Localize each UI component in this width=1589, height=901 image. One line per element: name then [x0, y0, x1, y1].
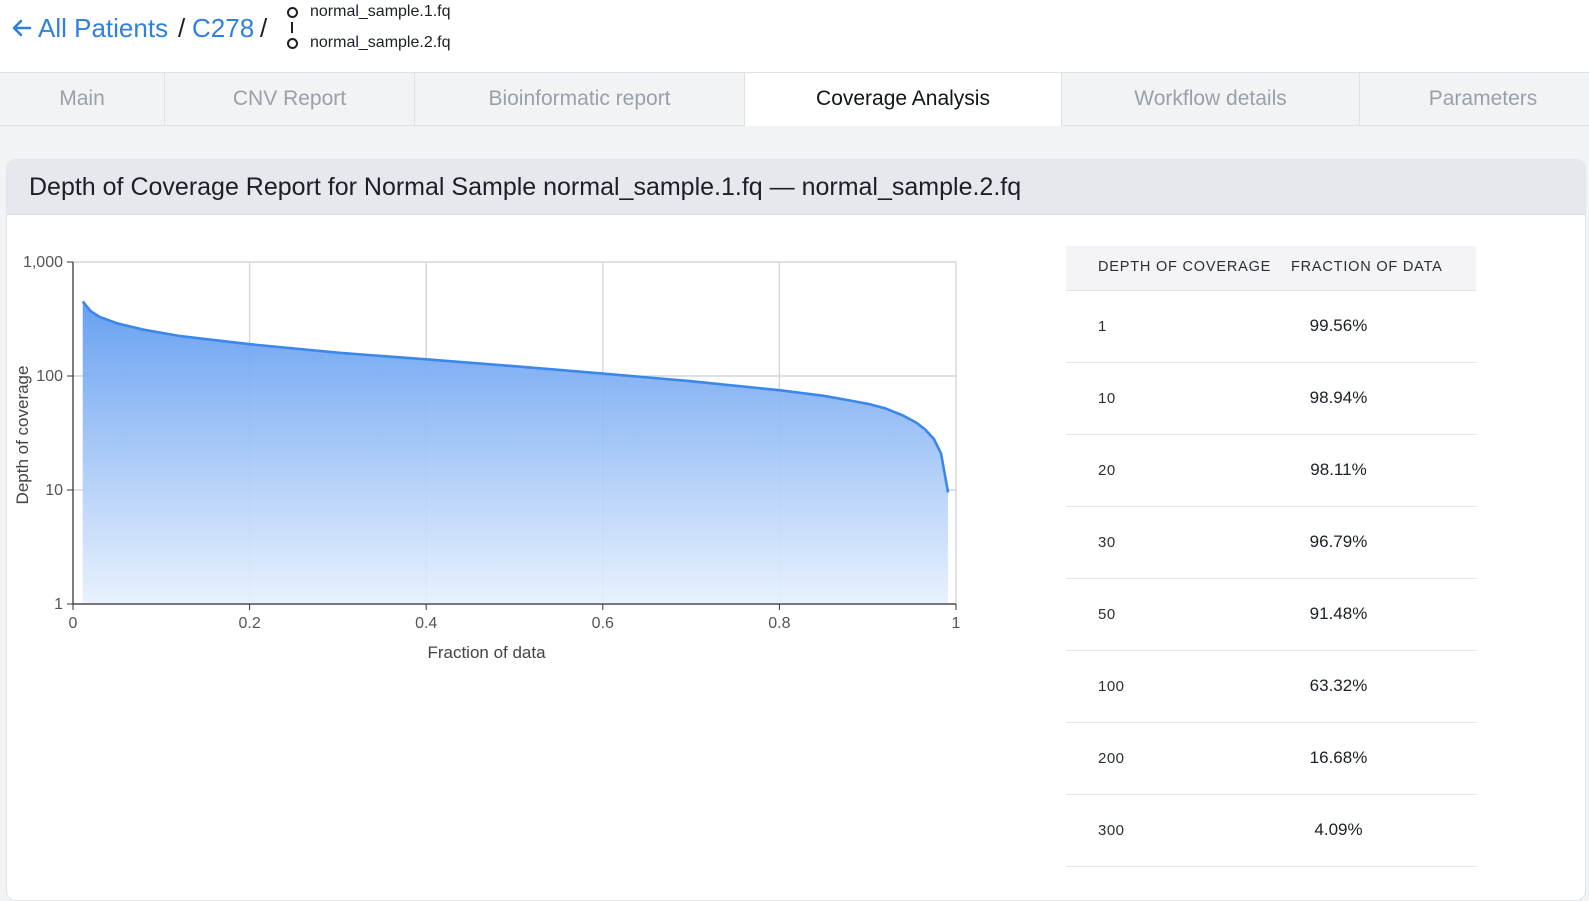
panel-header: Depth of Coverage Report for Normal Samp…: [7, 160, 1585, 215]
fraction-cell: 16.68%: [1309, 748, 1368, 767]
coverage-line: [81, 300, 950, 493]
y-tick-label: 10: [45, 482, 63, 499]
report-title: Depth of Coverage Report for Normal Samp…: [29, 173, 1022, 201]
file-node-icon: [287, 38, 298, 49]
back-arrow-icon[interactable]: [10, 16, 34, 40]
table-row: 100 63.32%: [1066, 651, 1476, 723]
file-node-icon: [287, 7, 298, 18]
x-tick-label: 0.8: [768, 615, 790, 632]
coverage-chart: 0 0.2 0.4 0.6 0.8 1 1 10 100 1,000 Fraction of dat…: [13, 254, 961, 662]
fraction-cell: 96.79%: [1309, 532, 1368, 551]
table-row: 30 96.79%: [1066, 507, 1476, 579]
x-tick-label: 0: [69, 615, 78, 632]
table-body: 1 99.56% 10 98.94% 20 98.11% 30 96.79% 50 91.48% 1…: [1066, 291, 1476, 867]
y-tick-label: 1: [54, 596, 63, 613]
x-tick-label: 1: [952, 615, 961, 632]
depth-cell: 1: [1098, 318, 1107, 335]
table-row: 20 98.11%: [1066, 435, 1476, 507]
fraction-cell: 63.32%: [1309, 676, 1368, 695]
report-tabs: Main CNV Report Bioinformatic report Cov…: [0, 72, 1589, 126]
y-axis-label: Depth of coverage: [13, 366, 32, 505]
patient-id-link[interactable]: C278: [192, 13, 255, 43]
table-row: 10 98.94%: [1066, 363, 1476, 435]
table-row: 200 16.68%: [1066, 723, 1476, 795]
tab-cnv-report[interactable]: CNV Report: [165, 73, 415, 125]
depth-cell: 50: [1098, 606, 1116, 623]
chart-series: [81, 300, 950, 604]
depth-cell: 300: [1098, 822, 1125, 839]
fraction-cell: 98.94%: [1309, 388, 1368, 407]
top-bar: All Patients / C278 / normal_sample.1.fq…: [0, 0, 1589, 72]
tab-main[interactable]: Main: [0, 73, 165, 125]
tab-workflow-details[interactable]: Workflow details: [1062, 73, 1360, 125]
x-tick-label: 0.6: [592, 615, 614, 632]
table-row: 300 4.09%: [1066, 795, 1476, 867]
y-tick-label: 1,000: [23, 254, 63, 271]
fraction-cell: 4.09%: [1314, 820, 1363, 839]
column-header-depth: DEPTH OF COVERAGE: [1098, 259, 1272, 275]
table-row: 1 99.56%: [1066, 291, 1476, 363]
depth-cell: 200: [1098, 750, 1125, 767]
x-tick-label: 0.4: [415, 615, 437, 632]
depth-cell: 30: [1098, 534, 1116, 551]
x-axis-label: Fraction of data: [427, 643, 546, 662]
fraction-cell: 99.56%: [1309, 316, 1368, 335]
tab-coverage-analysis[interactable]: Coverage Analysis: [745, 73, 1062, 126]
sample-file-name: normal_sample.1.fq: [310, 3, 451, 20]
coverage-table: DEPTH OF COVERAGE FRACTION OF DATA 1 99.5…: [1066, 246, 1476, 867]
column-header-fraction: FRACTION OF DATA: [1291, 259, 1443, 275]
x-tick-label: 0.2: [238, 615, 260, 632]
file-link-icon: [291, 22, 293, 33]
depth-cell: 100: [1098, 678, 1125, 695]
breadcrumb-separator: /: [260, 13, 268, 43]
sample-file-pair: normal_sample.1.fq normal_sample.2.fq: [284, 0, 504, 60]
fraction-cell: 91.48%: [1309, 604, 1368, 623]
table-row: 50 91.48%: [1066, 579, 1476, 651]
y-tick-label: 100: [36, 368, 63, 385]
sample-file-name: normal_sample.2.fq: [310, 34, 451, 51]
tab-bioinformatic-report[interactable]: Bioinformatic report: [415, 73, 745, 125]
fraction-cell: 98.11%: [1310, 460, 1367, 479]
breadcrumb-separator: /: [178, 13, 186, 43]
depth-cell: 20: [1098, 462, 1116, 479]
coverage-area: [82, 301, 949, 604]
chart-axes: 0 0.2 0.4 0.6 0.8 1 1 10 100 1,000 Fraction of dat…: [13, 254, 961, 662]
tab-parameters[interactable]: Parameters: [1428, 87, 1538, 110]
depth-cell: 10: [1098, 390, 1116, 407]
all-patients-link[interactable]: All Patients: [38, 13, 169, 43]
table-header: DEPTH OF COVERAGE FRACTION OF DATA: [1066, 246, 1476, 291]
